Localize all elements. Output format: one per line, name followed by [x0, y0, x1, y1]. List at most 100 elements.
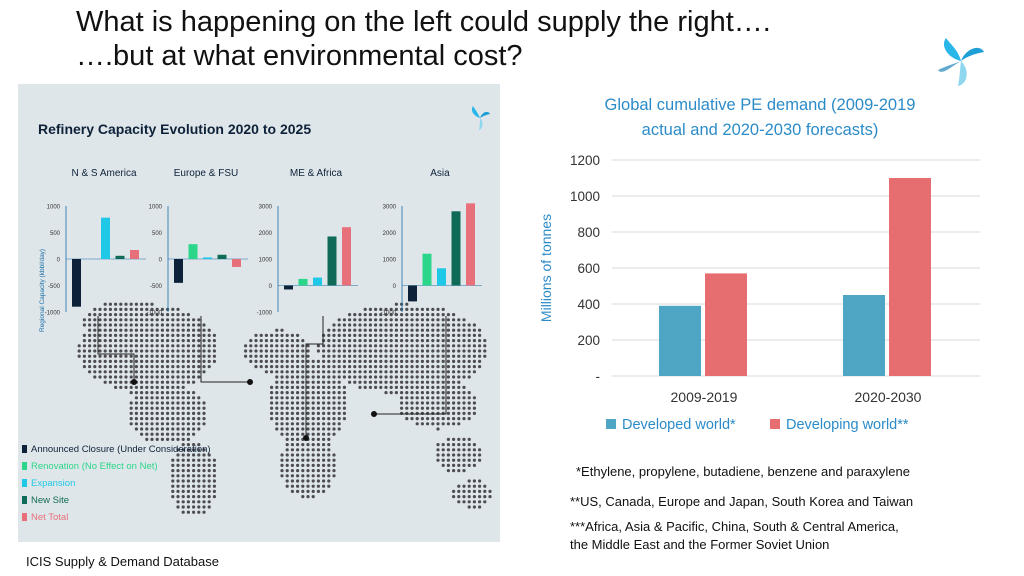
map-dot [140, 432, 144, 436]
map-dot [98, 318, 102, 322]
map-dot [202, 370, 206, 374]
map-dot [244, 344, 248, 348]
map-dot [306, 365, 310, 369]
map-dot [212, 495, 216, 499]
map-dot [426, 344, 430, 348]
region-tick-label: -500 [150, 284, 163, 290]
map-dot [186, 422, 190, 426]
map-dot [316, 443, 320, 447]
map-dot [426, 370, 430, 374]
map-dot [462, 437, 466, 441]
map-dot [171, 484, 175, 488]
map-dot [405, 365, 409, 369]
map-dot [280, 432, 284, 436]
map-dot [441, 313, 445, 317]
map-dot [124, 323, 128, 327]
map-dot [155, 328, 159, 332]
map-dot [171, 422, 175, 426]
map-dot [285, 391, 289, 395]
map-dot [415, 375, 419, 379]
map-dot [202, 333, 206, 337]
map-dot [140, 354, 144, 358]
map-dot [368, 370, 372, 374]
map-dot [145, 302, 149, 306]
map-dot [160, 406, 164, 410]
map-dot [119, 365, 123, 369]
map-dot [82, 344, 86, 348]
map-dot [348, 313, 352, 317]
map-dot [332, 432, 336, 436]
map-dot [337, 391, 341, 395]
map-dot [197, 463, 201, 467]
map-dot [160, 375, 164, 379]
map-dot [98, 365, 102, 369]
map-dot [415, 333, 419, 337]
map-dot [202, 406, 206, 410]
legend-label: Renovation (No Effect on Net) [31, 461, 158, 472]
map-dot [332, 417, 336, 421]
map-dot [202, 469, 206, 473]
map-dot [88, 349, 92, 353]
map-dot [389, 328, 393, 332]
map-dot [186, 463, 190, 467]
map-dot [176, 318, 180, 322]
map-dot [306, 422, 310, 426]
map-dot [166, 313, 170, 317]
map-dot [405, 391, 409, 395]
map-dot [426, 391, 430, 395]
region-tick-label: 0 [269, 284, 273, 290]
map-dot [332, 422, 336, 426]
map-dot [176, 495, 180, 499]
map-dot [202, 359, 206, 363]
map-dot [140, 349, 144, 353]
map-dot [389, 375, 393, 379]
map-dot [192, 349, 196, 353]
map-dot [119, 323, 123, 327]
map-dot [322, 370, 326, 374]
map-dot [171, 328, 175, 332]
map-dot [389, 354, 393, 358]
map-dot [114, 307, 118, 311]
map-dot [176, 458, 180, 462]
map-dot [114, 344, 118, 348]
map-dot [88, 365, 92, 369]
map-dot [452, 458, 456, 462]
map-dot [145, 333, 149, 337]
map-dot [212, 349, 216, 353]
map-dot [332, 391, 336, 395]
map-dot [332, 333, 336, 337]
map-dot [119, 339, 123, 343]
map-dot [166, 380, 170, 384]
map-dot [176, 313, 180, 317]
map-dot [207, 505, 211, 509]
map-dot [358, 349, 362, 353]
map-dot [296, 391, 300, 395]
map-dot [197, 411, 201, 415]
map-dot [311, 495, 315, 499]
map-dot [337, 380, 341, 384]
map-dot [410, 307, 414, 311]
map-dot [358, 339, 362, 343]
map-dot [337, 375, 341, 379]
map-dot [363, 323, 367, 327]
map-dot [290, 474, 294, 478]
map-dot [426, 318, 430, 322]
map-dot [140, 313, 144, 317]
map-dot [88, 313, 92, 317]
map-dot [348, 365, 352, 369]
map-dot [483, 354, 487, 358]
map-dot [446, 458, 450, 462]
map-dot [186, 432, 190, 436]
map-dot [405, 396, 409, 400]
map-dot [285, 453, 289, 457]
map-dot [342, 396, 346, 400]
map-dot [264, 359, 268, 363]
map-dot [452, 422, 456, 426]
map-dot [114, 349, 118, 353]
map-dot [488, 495, 492, 499]
map-dot [197, 339, 201, 343]
map-dot [462, 349, 466, 353]
map-dot [405, 380, 409, 384]
map-dot [457, 489, 461, 493]
